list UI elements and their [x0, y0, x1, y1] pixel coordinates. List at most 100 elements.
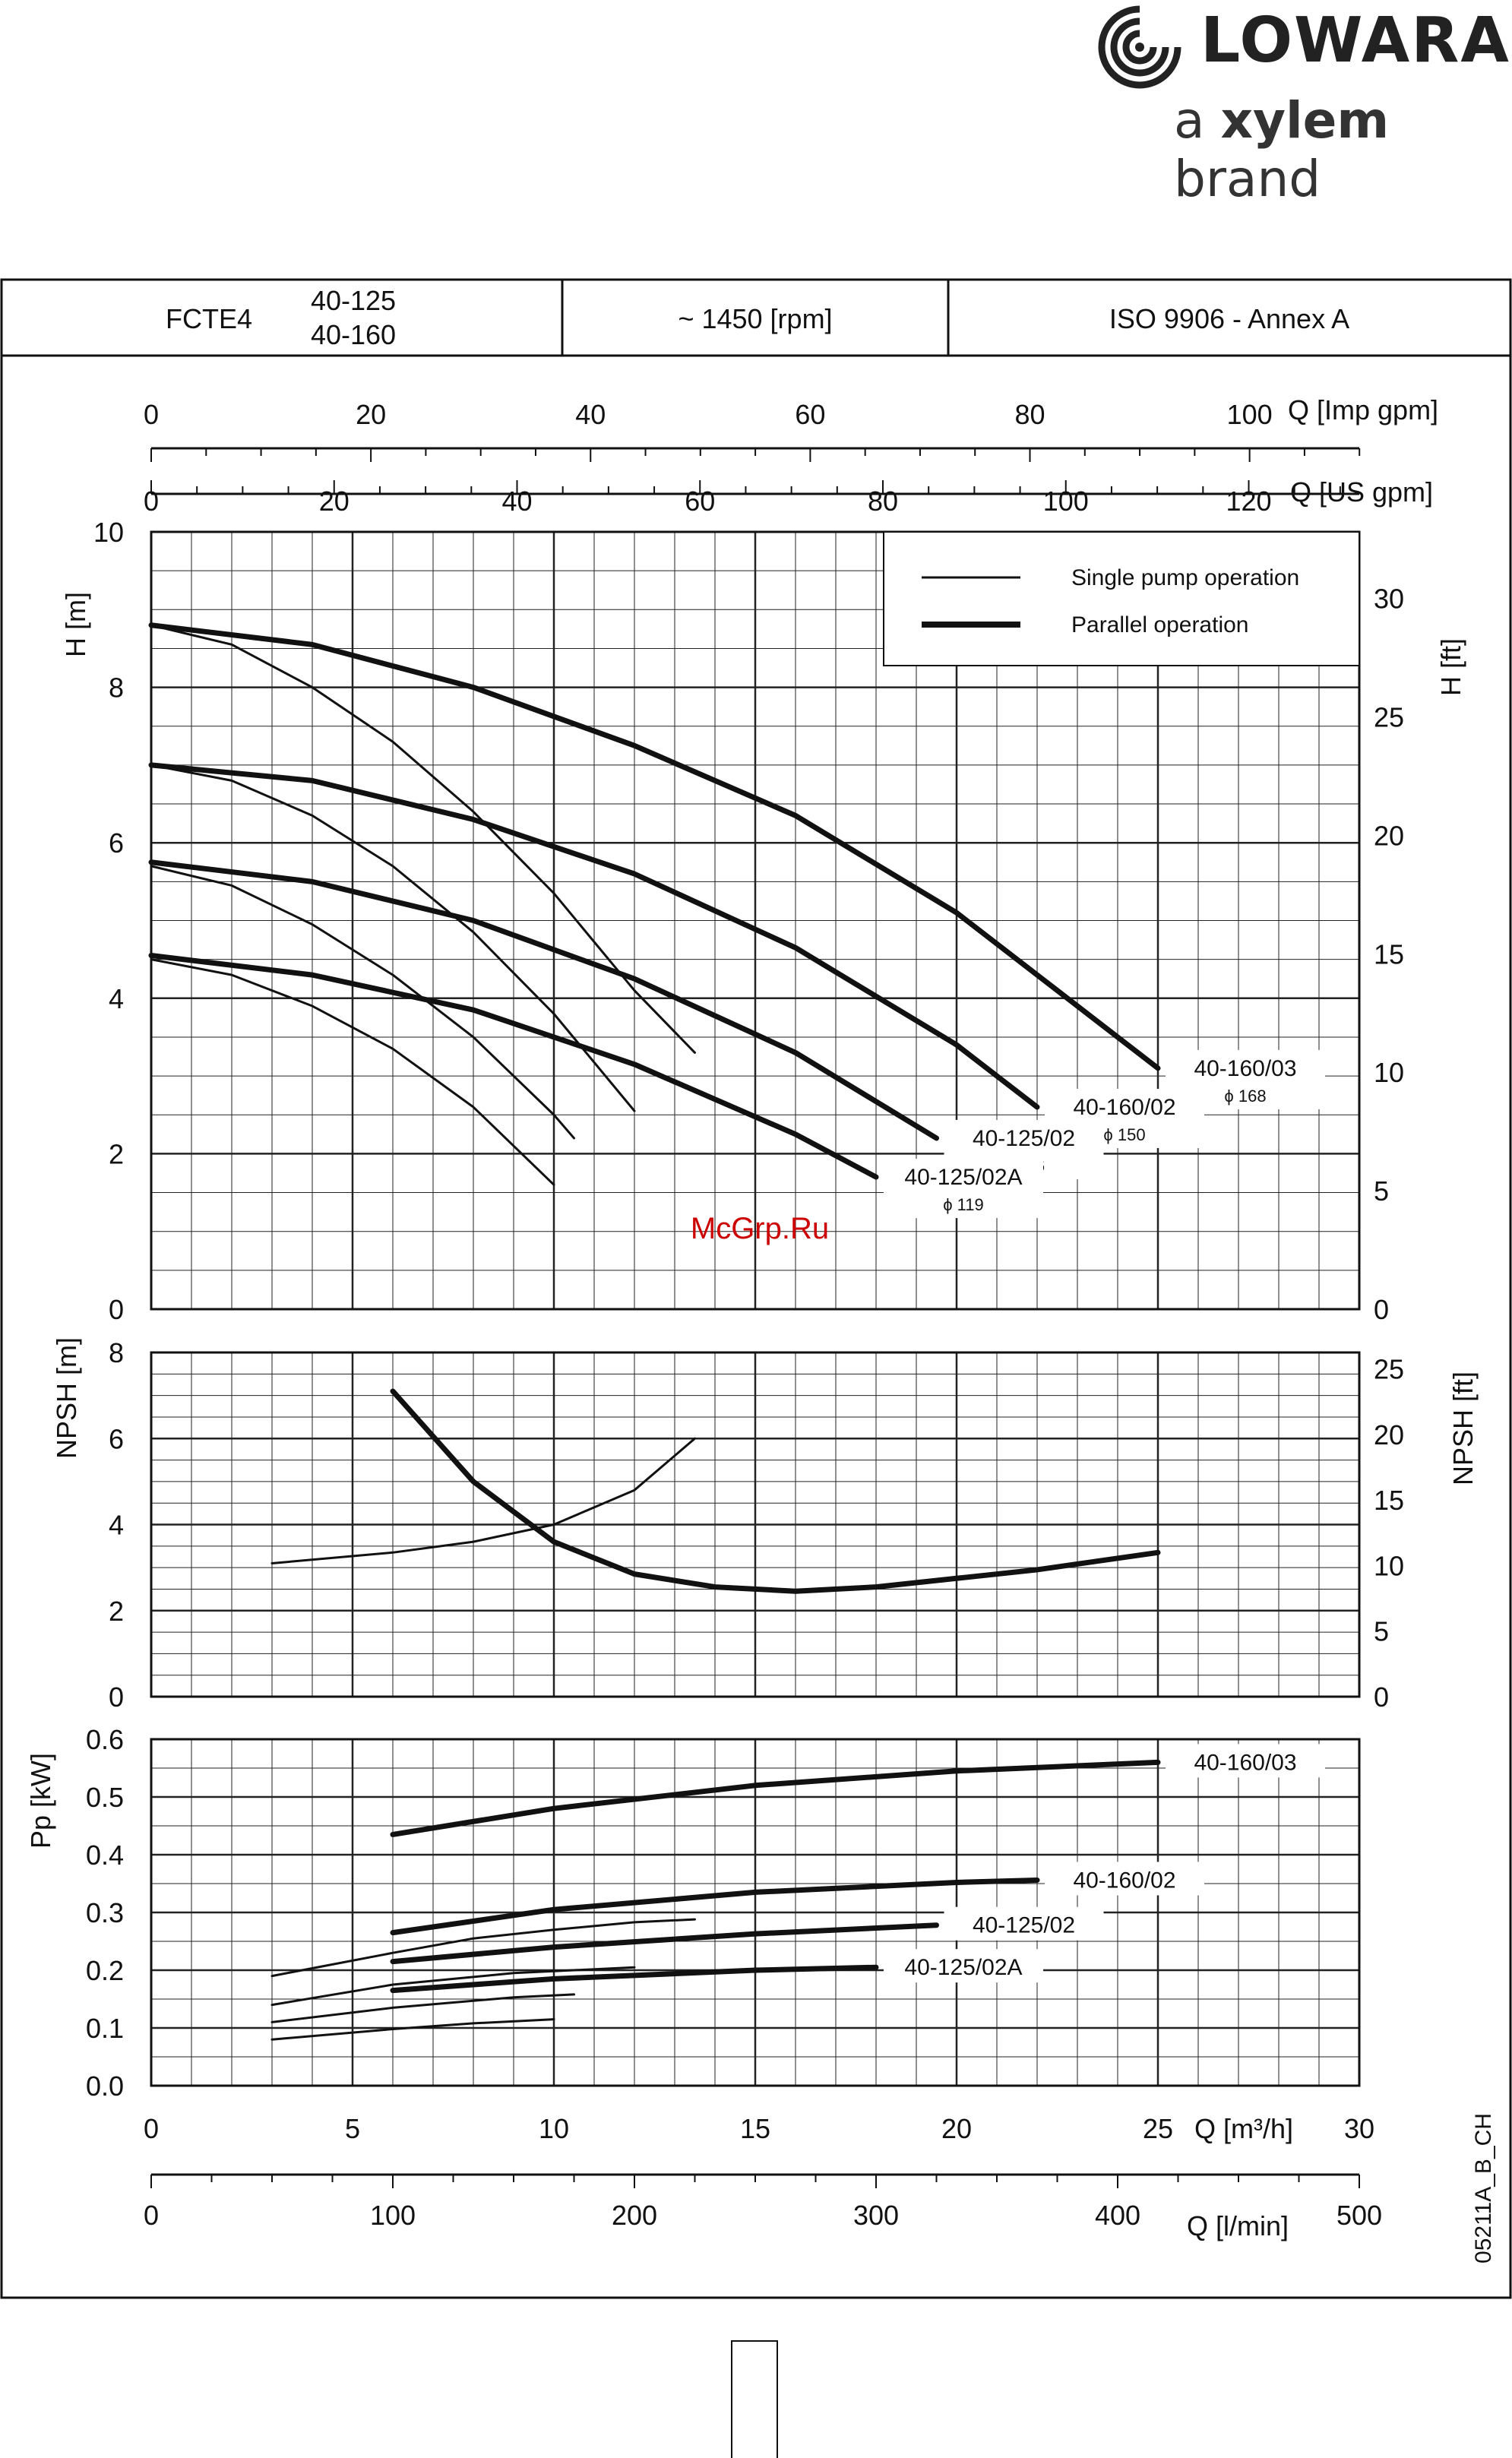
legend-parallel-label: Parallel operation	[1071, 612, 1248, 637]
axis-tick-label: 300	[853, 2200, 899, 2231]
y-right-tick-label: 5	[1374, 1616, 1389, 1647]
curve-label: 40-160/02	[1073, 1868, 1175, 1893]
series-line	[270, 2018, 555, 2041]
power-panel: 0.0 0.1 0.2 0.3 0.4 0.5 0.6 40-160/03 40-160/02 4…	[86, 1724, 1361, 2102]
logo-tagline: a xylem brand	[1174, 91, 1390, 208]
series-line	[390, 1922, 939, 1965]
axis-tick-label: 100	[1227, 399, 1273, 430]
series-line	[150, 764, 636, 1112]
axis-tick-label: 10	[539, 2113, 569, 2144]
axis-tick-label: 120	[1226, 486, 1271, 517]
axis-tick-label: 20	[941, 2113, 972, 2144]
legend-single-label: Single pump operation	[1071, 565, 1299, 590]
npsh-panel: 0 2 4 6 8 0 5 10 15 20 25	[109, 1337, 1404, 1713]
axis-tick-label: 25	[1143, 2113, 1173, 2144]
series-line	[150, 865, 575, 1140]
series-line	[390, 1964, 879, 1994]
axis-tick-label: 0	[144, 399, 159, 430]
curve-label: 40-125/02A	[904, 1165, 1022, 1190]
series-line	[390, 1388, 1161, 1594]
y-tick-label: 0.4	[86, 1840, 124, 1871]
legend: Single pump operation Parallel operation	[883, 531, 1360, 666]
y-right-tick-label: 20	[1374, 1419, 1404, 1450]
y-tick-label: 8	[109, 1337, 124, 1368]
y-tick-label: 2	[109, 1138, 124, 1169]
panel-border	[150, 1351, 1361, 1698]
axis-tick-label: 20	[356, 399, 386, 430]
head-left-label: H [m]	[60, 592, 91, 657]
header-standard: ISO 9906 - Annex A	[1109, 303, 1349, 334]
axis-tick-label: 0	[144, 486, 159, 517]
y-tick-label: 2	[109, 1596, 124, 1627]
curve-label: 40-125/02A	[904, 1955, 1022, 1980]
series-line	[148, 953, 879, 1180]
y-tick-label: 0.0	[86, 2070, 124, 2102]
curve-label-bg	[1045, 1862, 1204, 1896]
watermark: McGrp.Ru	[691, 1212, 829, 1245]
header-size-2: 40-160	[311, 319, 396, 350]
axis-m3h-label: Q [m³/h]	[1194, 2113, 1293, 2144]
header-size-1: 40-125	[311, 285, 396, 316]
series-line	[270, 1993, 575, 2023]
series-line	[270, 1966, 636, 2007]
y-tick-label: 0.2	[86, 1955, 124, 1986]
axis-tick-label: 400	[1095, 2200, 1140, 2231]
y-tick-label: 0.6	[86, 1724, 124, 1755]
curve-label-bg	[1166, 1744, 1325, 1778]
top-axes: 0 20 40 60 80 100 0 20 40 60 80 100 120	[144, 399, 1361, 517]
y-right-tick-label: 5	[1374, 1175, 1389, 1207]
curve-label-bg	[944, 1906, 1104, 1941]
curve-label: 40-160/03	[1194, 1750, 1296, 1775]
y-right-tick-label: 0	[1374, 1294, 1389, 1325]
y-tick-label: 4	[109, 983, 124, 1014]
lowara-emblem-icon	[1098, 5, 1181, 89]
y-tick-label: 0.1	[86, 2013, 124, 2044]
y-tick-label: 0.5	[86, 1782, 124, 1813]
y-tick-label: 0	[109, 1681, 124, 1713]
header-model: FCTE4	[166, 303, 252, 334]
curve-label: 40-160/03	[1194, 1056, 1296, 1081]
axis-tick-label: 5	[345, 2113, 360, 2144]
power-left-label: Pp [kW]	[25, 1753, 56, 1849]
series-line	[150, 958, 555, 1186]
lowara-logo: LOWARA a xylem brand	[1087, 2, 1509, 208]
curve-diameter-label: ϕ 168	[1224, 1087, 1266, 1106]
doc-code: 05211A_B_CH	[1471, 2113, 1496, 2263]
axis-tick-label: 0	[144, 2113, 159, 2144]
y-right-tick-label: 10	[1374, 1057, 1404, 1088]
axis-tick-label: 20	[319, 486, 350, 517]
series-line	[148, 622, 1161, 1071]
series-line	[390, 1877, 1040, 1936]
y-tick-label: 6	[109, 827, 124, 859]
y-right-tick-label: 10	[1374, 1550, 1404, 1581]
series-line	[150, 624, 696, 1054]
axis-tick-label: 60	[795, 399, 825, 430]
head-right-label: H [ft]	[1435, 638, 1466, 696]
axis-tick-label: 30	[1344, 2113, 1374, 2144]
y-right-tick-label: 25	[1374, 701, 1404, 732]
npsh-right-label: NPSH [ft]	[1447, 1371, 1479, 1485]
curve-diameter-label: ϕ 150	[1103, 1125, 1145, 1144]
curve-label-bg	[884, 1949, 1043, 1983]
axis-tick-label: 100	[1043, 486, 1089, 517]
bottom-axes: 0 5 10 15 20 25 300 100 200 300 400 500	[144, 2113, 1382, 2231]
axis-us-label: Q [US gpm]	[1290, 476, 1433, 508]
axis-tick-label: 15	[740, 2113, 770, 2144]
y-right-tick-label: 0	[1374, 1681, 1389, 1713]
axis-tick-label: 80	[868, 486, 898, 517]
y-tick-label: 0	[109, 1294, 124, 1325]
series-line	[270, 1918, 696, 1978]
y-tick-label: 10	[93, 517, 124, 548]
y-right-tick-label: 25	[1374, 1354, 1404, 1385]
axis-tick-label: 200	[612, 2200, 657, 2231]
y-tick-label: 4	[109, 1510, 124, 1541]
header-speed: ~ 1450 [rpm]	[678, 303, 832, 334]
axis-tick-label: 40	[575, 399, 606, 430]
axis-tick-label: 100	[370, 2200, 416, 2231]
curve-label: 40-160/02	[1073, 1095, 1175, 1120]
npsh-left-label: NPSH [m]	[51, 1337, 82, 1459]
logo-word: LOWARA	[1200, 5, 1510, 77]
axis-imp-label: Q [Imp gpm]	[1288, 394, 1438, 425]
series-line	[270, 1437, 696, 1564]
